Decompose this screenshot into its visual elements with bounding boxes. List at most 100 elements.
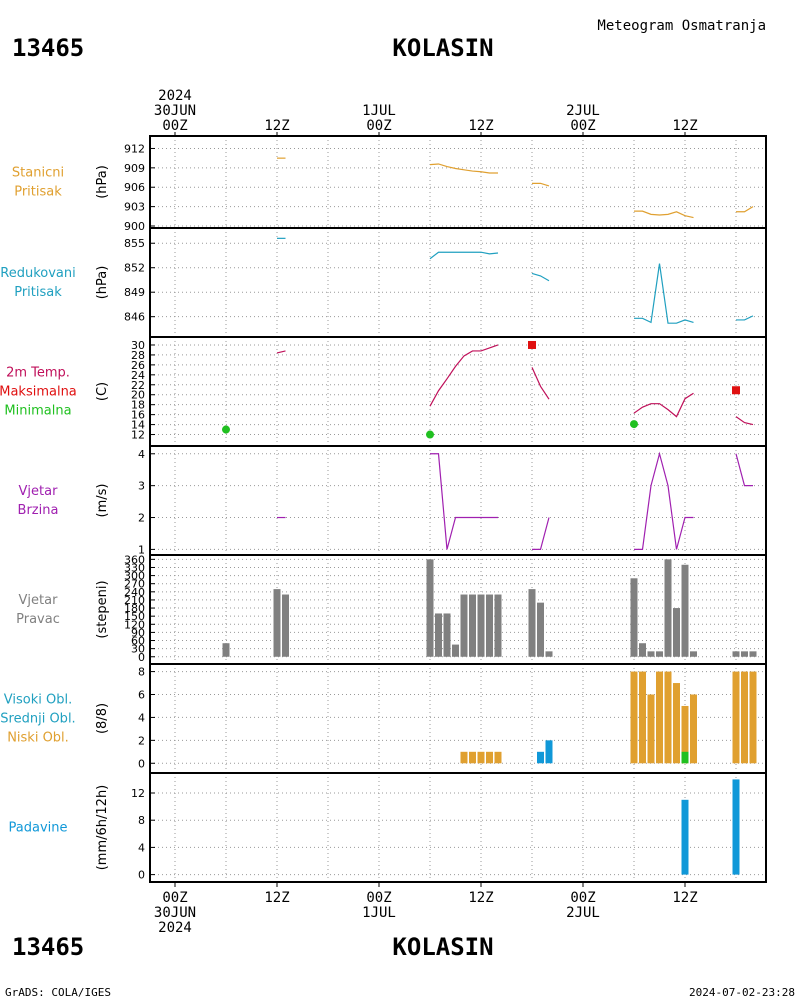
data-bar xyxy=(273,589,281,657)
y-tick-label: 24 xyxy=(131,369,145,382)
bottom-time-label: 00Z xyxy=(366,890,391,906)
y-tick-label: 20 xyxy=(131,389,145,402)
panel-series xyxy=(222,340,754,439)
data-bar xyxy=(426,559,434,657)
bottom-time-label: 12Z xyxy=(468,890,493,906)
panel-label: Vjetar xyxy=(19,593,59,608)
bottom-time-label: 12Z xyxy=(264,890,289,906)
y-tick-label: 210 xyxy=(124,594,145,607)
y-tick-label: 0 xyxy=(138,869,145,882)
panel-frame xyxy=(149,336,767,447)
y-tick-label: 2 xyxy=(138,512,145,525)
data-bar xyxy=(673,608,680,657)
bottom-time-label: 30JUN xyxy=(154,905,196,921)
y-tick-label: 120 xyxy=(124,618,145,631)
top-time-label: 12Z xyxy=(672,118,697,134)
series-line xyxy=(276,350,286,354)
y-tick-label: 6 xyxy=(138,689,145,702)
y-tick-label: 8 xyxy=(138,814,145,827)
data-bar xyxy=(537,602,544,657)
top-time-label: 12Z xyxy=(468,118,493,134)
data-bar xyxy=(630,671,638,764)
data-bar xyxy=(494,594,502,657)
y-tick-label: 0 xyxy=(138,757,145,770)
meteogram-title: Meteogram Osmatranja xyxy=(597,18,766,34)
data-bar xyxy=(443,613,451,657)
data-bar xyxy=(690,694,697,764)
series-line xyxy=(429,344,499,407)
panel-label: Srednji Obl. xyxy=(0,712,75,727)
series-line xyxy=(633,392,694,418)
series-line xyxy=(634,451,694,551)
series-line xyxy=(429,251,499,260)
data-bar xyxy=(528,589,536,657)
y-tick-label: 300 xyxy=(124,570,145,583)
data-bar xyxy=(749,651,757,657)
data-bar xyxy=(460,594,468,657)
bottom-time-label: 1JUL xyxy=(362,905,396,921)
y-axis-label: (8/8) xyxy=(95,703,110,734)
y-tick-label: 849 xyxy=(124,286,145,299)
panel-series xyxy=(222,559,757,657)
data-bar xyxy=(681,799,689,875)
series-line xyxy=(735,453,753,487)
data-bar xyxy=(673,683,680,764)
series-line xyxy=(634,210,694,219)
y-tick-label: 855 xyxy=(124,237,145,250)
data-bar xyxy=(494,751,502,764)
footer-left: GrADS: COLA/IGES xyxy=(5,986,111,999)
panel-series xyxy=(277,237,754,324)
data-bar xyxy=(469,594,476,657)
y-tick-label: 30 xyxy=(131,643,145,656)
y-tick-label: 3 xyxy=(138,480,145,493)
data-bar xyxy=(741,671,748,764)
y-tick-label: 18 xyxy=(131,399,145,412)
y-tick-label: 330 xyxy=(124,561,145,574)
y-tick-label: 900 xyxy=(124,220,145,233)
y-tick-label: 906 xyxy=(124,181,145,194)
data-bar xyxy=(647,694,655,764)
series-line xyxy=(736,206,754,213)
y-tick-label: 16 xyxy=(131,409,145,422)
y-tick-label: 846 xyxy=(124,311,145,324)
panel-label: Brzina xyxy=(18,503,59,518)
panel-series xyxy=(277,157,754,219)
max-temp-marker xyxy=(528,340,536,349)
panel-label: 2m Temp. xyxy=(6,366,70,381)
data-bar xyxy=(681,564,689,657)
data-bar xyxy=(732,779,740,875)
top-time-label: 30JUN xyxy=(154,103,196,119)
y-tick-label: 90 xyxy=(131,626,145,639)
top-time-label: 2JUL xyxy=(566,103,600,119)
panel-series xyxy=(460,671,757,764)
min-temp-marker xyxy=(426,430,434,439)
top-time-label: 00Z xyxy=(570,118,595,134)
panel-series xyxy=(277,451,753,551)
y-tick-label: 60 xyxy=(131,635,145,648)
panel-label: Pritisak xyxy=(14,285,62,300)
series-line xyxy=(532,182,550,187)
top-time-label: 00Z xyxy=(162,118,187,134)
station-id-bottom: 13465 xyxy=(12,933,84,961)
y-tick-label: 909 xyxy=(124,162,145,175)
panel-label: Stanicni xyxy=(12,166,64,181)
panel-series xyxy=(681,779,740,875)
y-tick-label: 903 xyxy=(124,201,145,214)
y-tick-label: 2 xyxy=(138,734,145,747)
panel-frame xyxy=(149,772,767,883)
y-tick-label: 28 xyxy=(131,349,145,362)
y-tick-label: 4 xyxy=(138,448,145,461)
data-bar xyxy=(282,594,289,657)
data-bar xyxy=(545,651,553,657)
data-bar xyxy=(486,594,493,657)
min-temp-marker xyxy=(630,420,638,429)
data-bar xyxy=(741,651,748,657)
y-tick-label: 240 xyxy=(124,586,145,599)
series-line xyxy=(531,272,550,282)
data-bar xyxy=(545,740,553,764)
panel-label: Pravac xyxy=(16,612,60,627)
footer-right: 2024-07-02-23:28 xyxy=(689,986,795,999)
data-bar xyxy=(477,594,485,657)
panel-label: Padavine xyxy=(9,821,68,836)
